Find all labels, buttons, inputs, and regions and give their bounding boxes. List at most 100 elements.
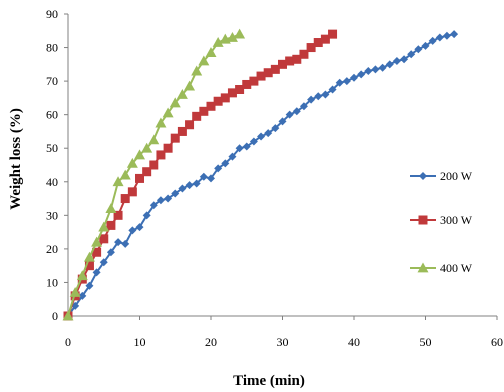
data-point xyxy=(213,96,223,106)
data-point xyxy=(119,169,131,180)
data-point xyxy=(385,60,394,69)
data-point xyxy=(171,189,180,198)
data-point xyxy=(306,43,316,53)
data-point xyxy=(163,143,173,153)
data-point xyxy=(113,210,123,220)
data-point xyxy=(285,110,294,119)
data-point xyxy=(177,126,187,136)
series-400-w xyxy=(62,28,246,321)
x-axis-title: Time (min) xyxy=(233,373,305,389)
data-point xyxy=(198,55,210,66)
data-point xyxy=(192,179,201,188)
data-point xyxy=(149,201,158,210)
data-point xyxy=(242,142,251,151)
series-200-w xyxy=(64,30,459,320)
data-point xyxy=(400,55,409,64)
data-point xyxy=(299,102,308,111)
data-point xyxy=(278,117,287,126)
data-point xyxy=(320,34,330,44)
y-tick-label: 10 xyxy=(46,275,58,289)
data-point xyxy=(371,65,380,74)
y-axis-title: Weight loss (%) xyxy=(8,108,24,210)
y-tick-label: 20 xyxy=(46,242,58,256)
data-point xyxy=(156,150,166,160)
y-tick-label: 60 xyxy=(46,108,58,122)
data-point xyxy=(92,247,102,257)
data-point xyxy=(249,137,258,146)
data-point xyxy=(228,152,237,161)
data-point xyxy=(127,187,137,197)
y-tick-label: 30 xyxy=(46,208,58,222)
x-tick-label: 40 xyxy=(348,335,360,349)
x-tick-label: 30 xyxy=(277,335,289,349)
data-point xyxy=(428,36,437,45)
legend-label: 300 W xyxy=(440,213,473,227)
data-point xyxy=(299,49,309,59)
data-point xyxy=(207,174,215,183)
legend-label: 400 W xyxy=(440,261,473,275)
axes: 0 10 20 30 40 50 60 70 80 90 0 10 20 30 40 50 60 xyxy=(46,7,503,349)
data-point xyxy=(378,63,387,72)
data-point xyxy=(212,37,224,47)
data-point xyxy=(135,173,144,183)
data-point xyxy=(91,236,103,247)
data-point xyxy=(84,261,94,271)
y-tick-label: 40 xyxy=(46,175,58,189)
y-tick-label: 90 xyxy=(46,7,58,21)
data-point xyxy=(257,132,266,141)
x-tick-label: 50 xyxy=(420,335,432,349)
data-point xyxy=(249,76,259,86)
data-point xyxy=(162,107,174,118)
data-point xyxy=(148,134,160,145)
data-point xyxy=(120,194,130,204)
data-point xyxy=(83,251,95,262)
data-point xyxy=(170,133,180,143)
data-point xyxy=(191,65,203,76)
data-point xyxy=(235,144,244,153)
data-point xyxy=(141,142,153,153)
data-point xyxy=(76,270,88,281)
data-point xyxy=(285,56,295,66)
data-point xyxy=(421,41,430,50)
data-point xyxy=(121,239,130,248)
data-point xyxy=(364,67,373,76)
data-point xyxy=(328,29,338,39)
data-point xyxy=(99,258,108,267)
x-tick-label: 0 xyxy=(65,335,71,349)
data-point xyxy=(62,310,74,321)
data-point xyxy=(328,85,337,94)
data-point xyxy=(85,281,94,290)
data-point xyxy=(307,95,316,104)
y-tick-label: 80 xyxy=(46,41,58,55)
data-point xyxy=(271,124,280,133)
data-point xyxy=(292,107,301,116)
data-point xyxy=(270,64,280,74)
data-point xyxy=(450,30,459,39)
data-point xyxy=(142,211,151,220)
data-point xyxy=(126,157,138,168)
series-layer xyxy=(62,28,459,321)
data-point xyxy=(155,117,167,128)
data-point xyxy=(278,59,287,69)
data-point xyxy=(234,28,246,39)
data-point xyxy=(242,79,252,89)
legend-marker xyxy=(419,172,427,180)
data-point xyxy=(99,234,109,244)
data-point xyxy=(178,184,187,193)
x-tick-label: 20 xyxy=(205,335,217,349)
data-point xyxy=(206,101,216,111)
y-tick-label: 50 xyxy=(46,141,58,155)
data-point xyxy=(335,78,344,87)
data-point xyxy=(292,54,302,64)
x-tick-label: 60 xyxy=(491,335,503,349)
data-point xyxy=(199,172,208,181)
data-point xyxy=(235,85,245,94)
data-point xyxy=(106,220,116,230)
data-point xyxy=(92,268,101,277)
data-point xyxy=(142,167,152,177)
y-tick-label: 70 xyxy=(46,74,58,88)
data-point xyxy=(227,88,237,98)
data-point xyxy=(112,176,124,187)
data-point xyxy=(205,47,217,57)
